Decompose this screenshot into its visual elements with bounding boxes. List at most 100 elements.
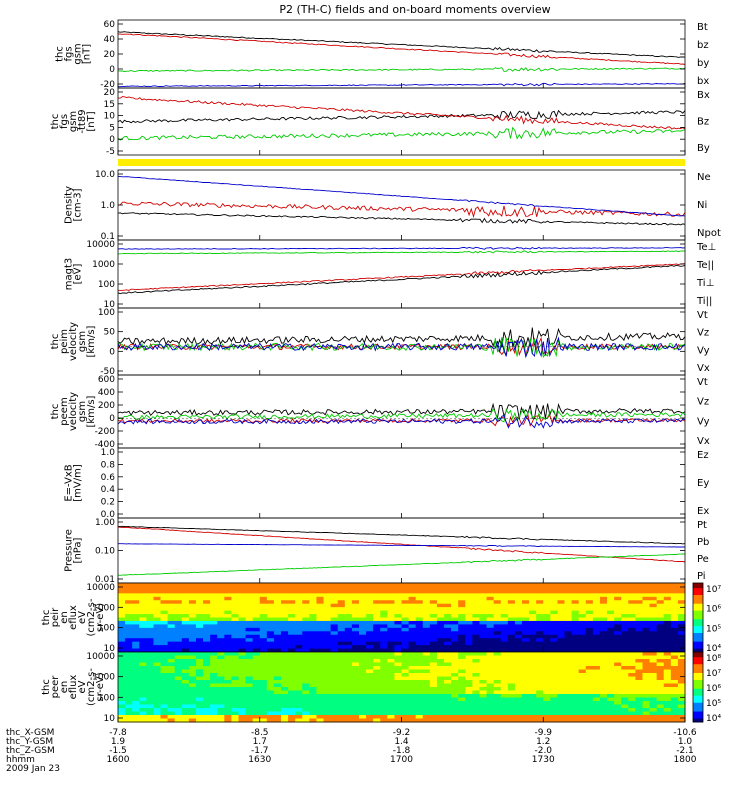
heatmap-cell bbox=[493, 704, 502, 709]
heatmap-cell bbox=[656, 694, 665, 698]
heatmap-cell bbox=[195, 676, 204, 681]
heatmap-cell bbox=[663, 683, 672, 688]
heatmap-cell bbox=[578, 603, 587, 608]
heatmap-cell bbox=[599, 634, 608, 639]
heatmap-cell bbox=[571, 617, 580, 622]
heatmap-cell bbox=[529, 614, 537, 618]
heatmap-cell bbox=[358, 701, 367, 705]
heatmap-cell bbox=[366, 620, 374, 625]
heatmap-cell bbox=[373, 690, 381, 695]
heatmap-cell bbox=[550, 620, 558, 625]
heatmap-cell bbox=[465, 718, 473, 723]
heatmap-cell bbox=[323, 662, 332, 667]
heatmap-cell bbox=[210, 690, 218, 695]
heatmap-cell bbox=[323, 687, 332, 691]
heatmap-cell bbox=[585, 704, 594, 709]
heatmap-cell bbox=[422, 624, 431, 629]
heatmap-cell bbox=[628, 603, 636, 608]
heatmap-cell bbox=[153, 634, 162, 639]
heatmap-cell bbox=[635, 610, 643, 615]
heatmap-cell bbox=[507, 638, 516, 643]
heatmap-cell bbox=[628, 607, 636, 612]
heatmap-cell bbox=[408, 624, 417, 629]
heatmap-cell bbox=[585, 718, 594, 723]
y-tick-label: 100 bbox=[98, 308, 115, 318]
heatmap-cell bbox=[486, 583, 495, 587]
heatmap-cell bbox=[642, 715, 651, 719]
colorbar-cell bbox=[693, 610, 703, 613]
heatmap-cell bbox=[394, 690, 402, 695]
heatmap-cell bbox=[444, 631, 452, 636]
heatmap-cell bbox=[323, 683, 332, 688]
heatmap-cell bbox=[621, 617, 629, 622]
heatmap-cell bbox=[599, 655, 608, 660]
heatmap-cell bbox=[514, 694, 523, 698]
heatmap-cell bbox=[656, 666, 665, 670]
heatmap-cell bbox=[153, 586, 162, 591]
heatmap-cell bbox=[344, 624, 353, 629]
heatmap-cell bbox=[451, 708, 459, 712]
heatmap-cell bbox=[238, 638, 247, 643]
heatmap-cell bbox=[621, 704, 629, 709]
heatmap-cell bbox=[514, 680, 523, 684]
heatmap-cell bbox=[358, 669, 367, 674]
heatmap-cell bbox=[288, 666, 296, 670]
heatmap-cell bbox=[514, 648, 523, 653]
heatmap-cell bbox=[514, 634, 523, 639]
heatmap-cell bbox=[167, 627, 176, 632]
heatmap-cell bbox=[422, 680, 431, 684]
heatmap-cell bbox=[358, 718, 367, 723]
heatmap-cell bbox=[429, 624, 438, 629]
y-axis-label: Pressure bbox=[64, 529, 75, 572]
heatmap-cell bbox=[330, 690, 339, 695]
heatmap-cell bbox=[188, 676, 197, 681]
heatmap-cell bbox=[167, 652, 176, 656]
heatmap-cell bbox=[181, 596, 190, 601]
heatmap-cell bbox=[118, 697, 126, 702]
heatmap-cell bbox=[132, 683, 140, 688]
heatmap-cell bbox=[472, 596, 480, 601]
heatmap-cell bbox=[273, 718, 282, 723]
heatmap-cell bbox=[514, 589, 523, 594]
heatmap-cell bbox=[677, 634, 686, 639]
heatmap-cell bbox=[642, 655, 651, 660]
heatmap-cell bbox=[387, 603, 395, 608]
y-tick-label: 15 bbox=[104, 100, 115, 110]
heatmap-cell bbox=[302, 697, 310, 702]
heatmap-cell bbox=[302, 662, 310, 667]
heatmap-cell bbox=[557, 586, 566, 591]
heatmap-cell bbox=[479, 669, 488, 674]
heatmap-cell bbox=[160, 687, 169, 691]
heatmap-cell bbox=[266, 614, 275, 618]
heatmap-cell bbox=[281, 701, 289, 705]
panel-10: 10⁸10⁷10⁶10⁵10⁴10000100010010thcpeerenef… bbox=[41, 651, 721, 724]
heatmap-cell bbox=[210, 708, 218, 712]
heatmap-cell bbox=[302, 620, 310, 625]
heatmap-cell bbox=[614, 645, 622, 650]
heatmap-cell bbox=[210, 655, 218, 660]
colorbar-cell bbox=[693, 711, 703, 714]
heatmap-cell bbox=[649, 641, 658, 646]
heatmap-cell bbox=[507, 624, 516, 629]
heatmap-cell bbox=[401, 638, 410, 643]
heatmap-cell bbox=[415, 680, 424, 684]
heatmap-cell bbox=[330, 694, 339, 698]
colorbar-cell bbox=[693, 596, 703, 600]
heatmap-cell bbox=[387, 662, 395, 667]
heatmap-cell bbox=[599, 620, 608, 625]
heatmap-cell bbox=[670, 676, 679, 681]
heatmap-cell bbox=[394, 683, 402, 688]
heatmap-cell bbox=[203, 655, 211, 660]
heatmap-cell bbox=[429, 600, 438, 605]
heatmap-cell bbox=[458, 701, 466, 705]
heatmap-cell bbox=[188, 701, 197, 705]
heatmap-cell bbox=[628, 673, 636, 677]
heatmap-cell bbox=[408, 697, 417, 702]
heatmap-cell bbox=[479, 666, 488, 670]
series-line-2 bbox=[117, 212, 686, 226]
heatmap-cell bbox=[529, 641, 537, 646]
heatmap-cell bbox=[295, 676, 303, 681]
heatmap-cell bbox=[174, 596, 183, 601]
heatmap-cell bbox=[330, 617, 339, 622]
